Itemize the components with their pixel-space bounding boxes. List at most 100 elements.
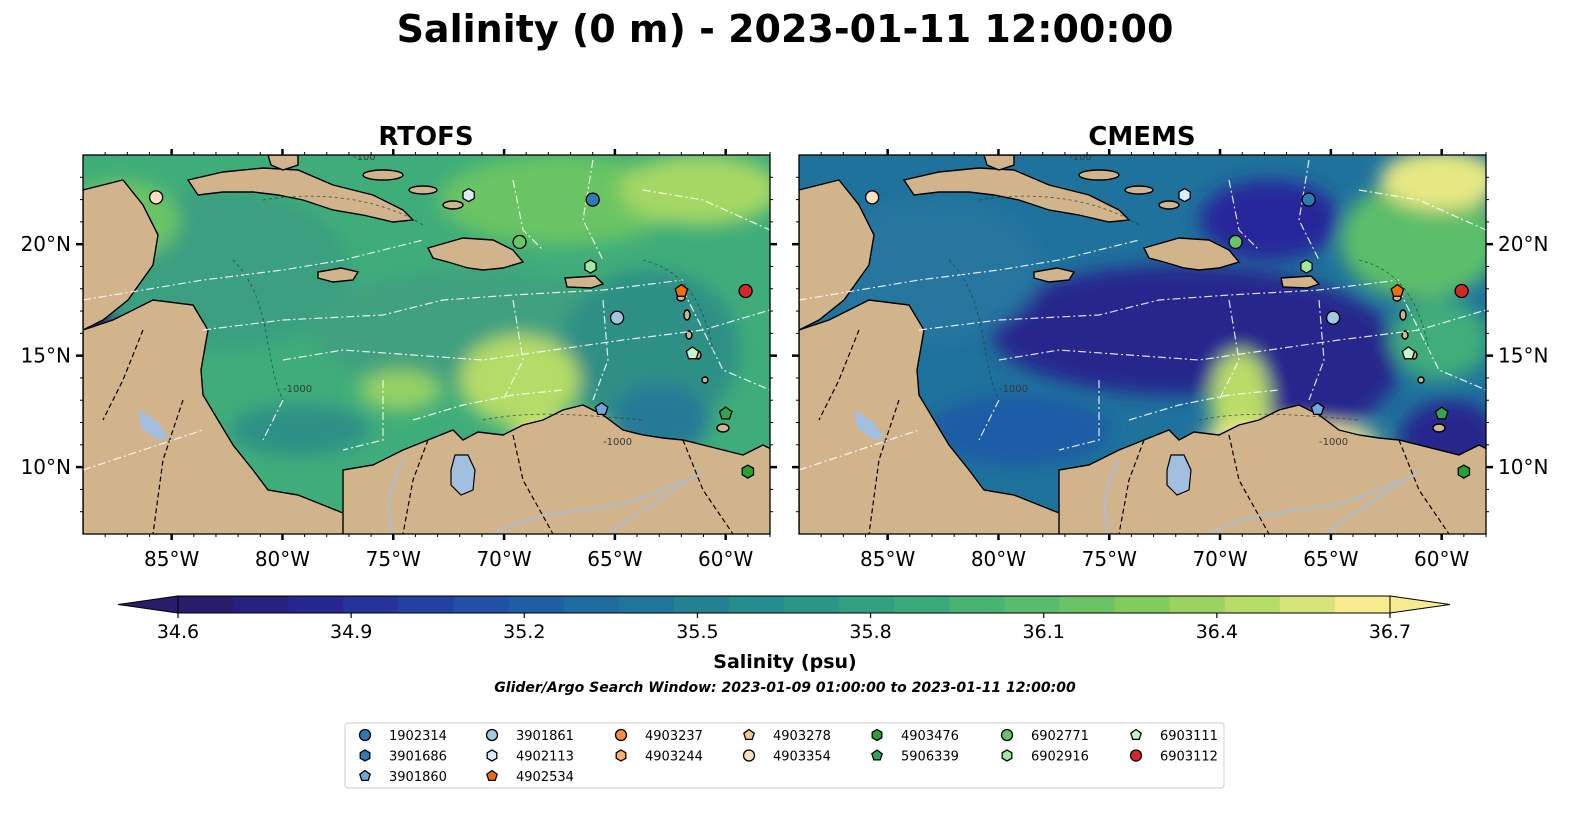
obs-marker-3901860 [594,401,609,416]
colorbar-bin [1169,596,1226,613]
eez-boundary [1358,189,1486,231]
eez-boundary [262,399,284,441]
obs-marker-6902916 [584,259,597,274]
lon-tick-label: 80°W [255,547,310,571]
obs-marker-6902771 [512,234,527,250]
bathymetry-contour [1198,413,1360,421]
lake-maracaibo [1166,454,1192,496]
colorbar-bin [1224,596,1281,613]
legend-marker-4903354 [742,749,756,762]
legend-label: 6903111 [1160,729,1218,744]
colorbar-bin [398,596,454,613]
colorbar-tick-label: 34.6 [157,621,199,643]
lon-tick-label: 80°W [971,547,1026,571]
lon-tick-label: 60°W [698,547,753,571]
legend-marker-5906339 [871,749,883,761]
river [491,479,684,534]
lon-tick-label: 85°W [144,547,199,571]
legend-label: 4902113 [516,750,574,765]
lon-tick-label: 60°W [1414,547,1469,571]
lat-tick-label: 20°N [21,232,71,256]
eez-boundary [998,309,1486,361]
eez-boundary [799,429,920,471]
axes-frame-cmems [798,154,1487,535]
eez-boundary [592,299,609,401]
colorbar-bin [728,596,785,613]
axis-ticks: 85°W 80°W 75°W 70°W 65°W 60°W 20°N 15°N 10°N 85°W… [21,149,1548,571]
legend-label: 4903476 [901,729,959,744]
eez-boundary [1228,179,1260,251]
colorbar-bin [508,596,565,613]
legend-marker-6902916 [1001,749,1013,762]
legend-label: 4903278 [773,729,831,744]
obs-marker-6903111 [1401,346,1416,360]
legend-marker-6903112 [1129,749,1143,762]
country-border [152,399,184,534]
contour-label: -1000 [999,384,1028,395]
eez-boundary [83,429,204,471]
colorbar-bin [1334,596,1391,613]
lon-tick-label: 65°W [587,547,642,571]
eez-boundary [1058,380,1100,451]
eez-boundary [978,399,1000,441]
colorbar-bin [343,596,399,613]
eez-boundary [918,279,1400,331]
search-window-text: Glider/Argo Search Window: 2023-01-09 01… [494,680,1076,696]
obs-marker-4903354 [864,190,880,205]
obs-marker-3901861 [609,310,625,325]
country-border [1398,439,1450,534]
lat-tick-label: 20°N [1498,232,1548,256]
bathymetry-contour [1358,259,1430,351]
panel-title-rtofs: RTOFS [378,122,473,152]
colorbar-tick-label: 36.1 [1023,621,1065,643]
legend-label: 6902916 [1031,750,1089,765]
obs-marker-1902314 [585,192,600,207]
colorbar-extend-high [1389,595,1451,614]
colorbar-tick-label: 35.2 [503,621,545,643]
country-border [818,329,860,421]
colorbar-extend-low [117,595,179,614]
eez-boundary [582,159,604,261]
lon-tick-label: 70°W [1192,547,1247,571]
legend-label: 6903112 [1160,750,1218,765]
bathymetry-contour [978,195,1140,226]
river [388,459,404,534]
obs-marker-4903476 [741,464,755,479]
obs-marker-1902314 [1301,192,1316,207]
bathymetry-contour [262,195,424,226]
country-border [868,399,900,534]
contour-label: -1000 [283,384,312,395]
legend-label: 4903237 [645,729,703,744]
obs-marker-4902534 [674,283,689,297]
obs-marker-4902113 [1178,187,1191,203]
lon-tick-label: 65°W [1303,547,1358,571]
axes-frame-rtofs [82,154,771,535]
legend: 1902314 3901686 3901860 3901861 4902113 49025… [358,728,1218,785]
eez-boundary [799,239,1140,301]
lon-tick-label: 85°W [860,547,915,571]
eez-boundary [512,179,544,251]
eez-boundary [202,279,684,331]
lon-tick-label: 75°W [1082,547,1137,571]
legend-label: 5906339 [901,750,959,765]
obs-marker-5906339 [718,406,733,420]
legend-label: 6902771 [1031,729,1089,744]
colorbar-bin [618,596,675,613]
obs-marker-3901860 [1310,401,1325,416]
eez-boundary [1298,159,1320,261]
legend-marker-3901860 [359,769,371,782]
legend-marker-4903278 [743,728,755,741]
country-border [402,439,429,534]
legend-marker-4903244 [615,749,627,762]
colorbar-tick-label: 36.4 [1196,621,1238,643]
colorbar-bin [288,596,344,613]
eez-boundary [1218,299,1240,401]
legend-label: 4903354 [773,750,831,765]
legend-marker-3901686 [359,749,371,762]
eez-boundary [1308,299,1325,401]
country-border [102,329,144,421]
lat-tick-label: 15°N [1498,344,1548,368]
eez-boundary [342,380,384,451]
eez-boundary [83,239,424,301]
